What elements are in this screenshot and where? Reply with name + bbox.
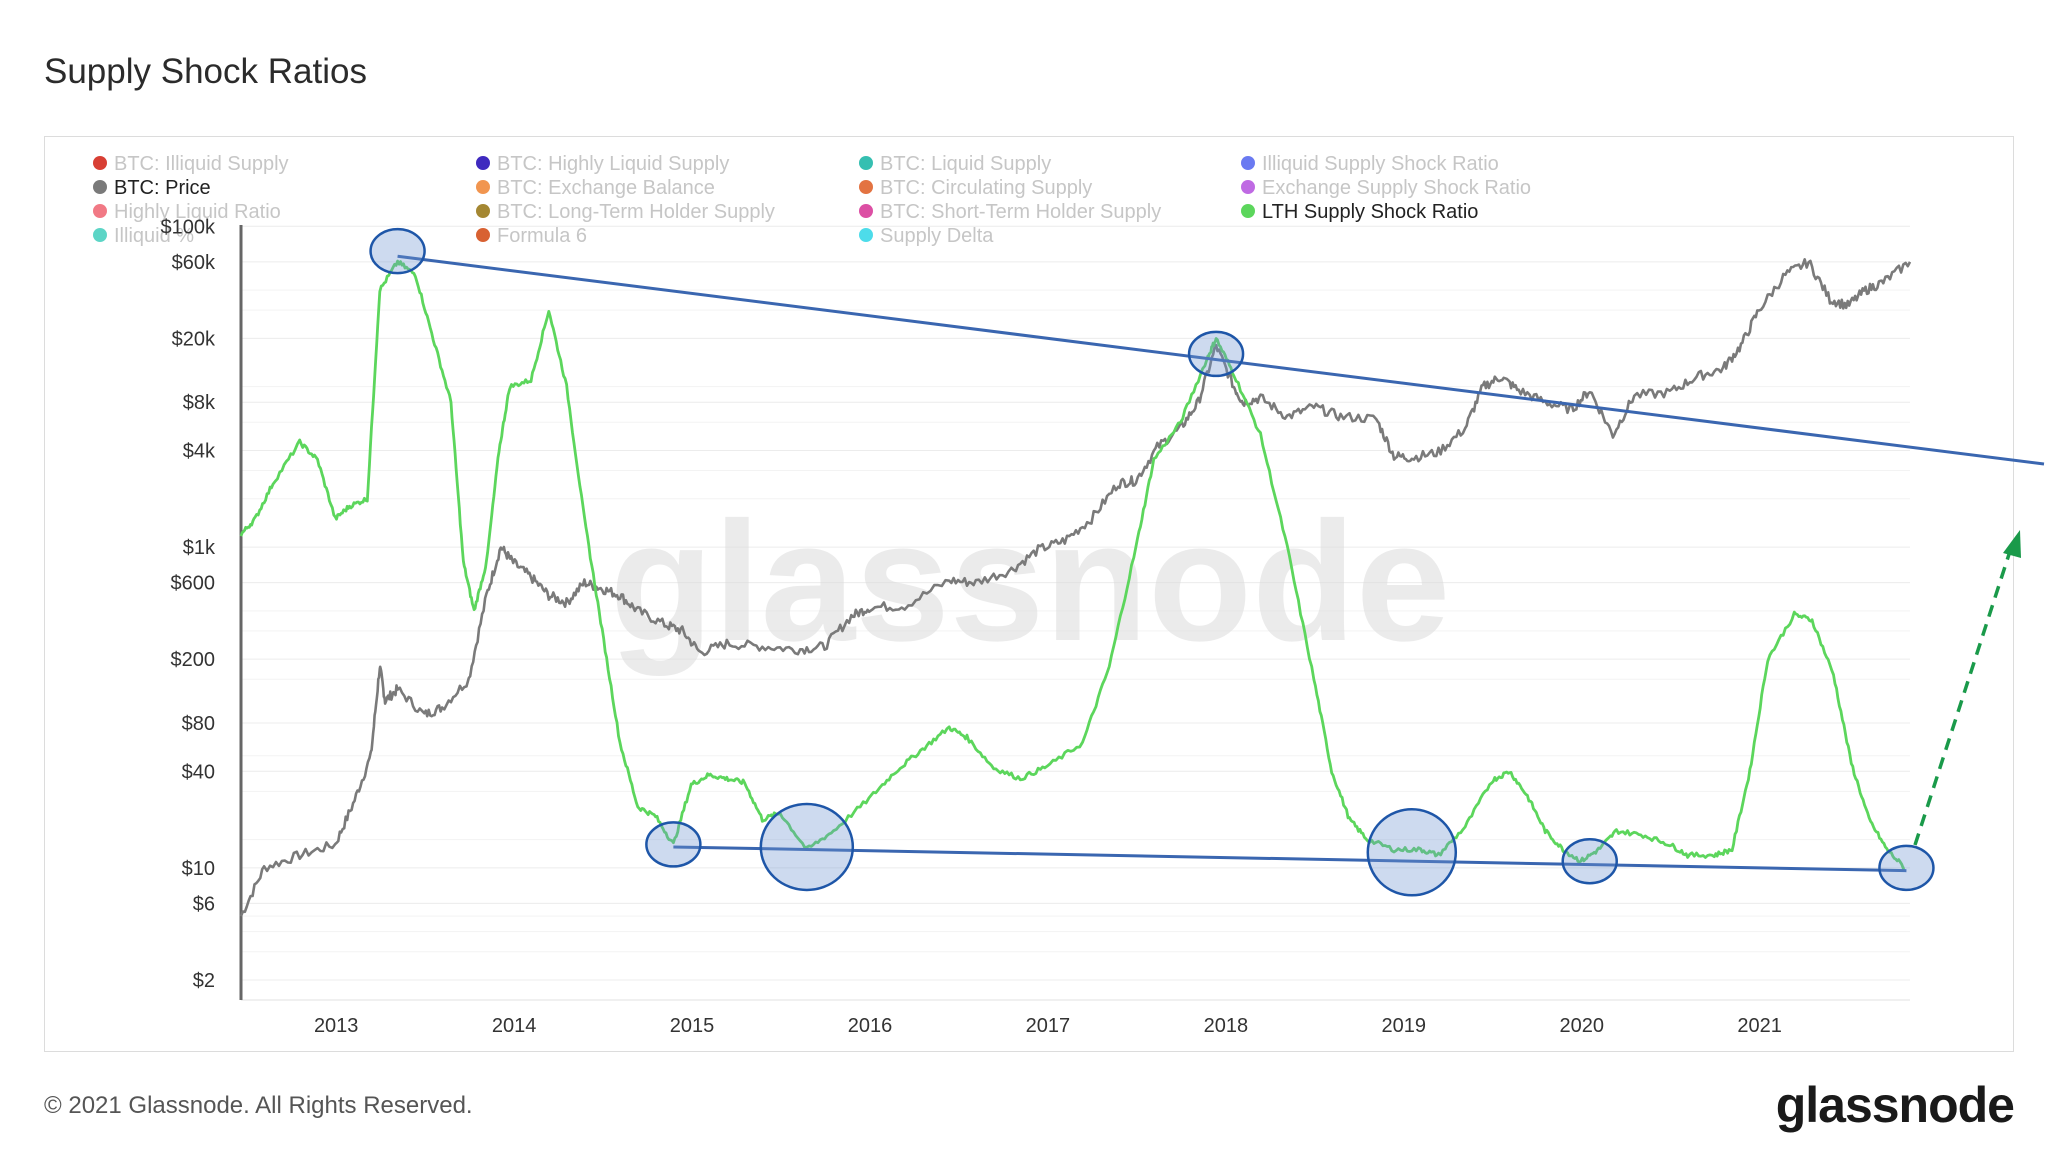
annotations bbox=[369, 227, 2045, 897]
legend-swatch bbox=[859, 156, 873, 170]
y-tick-label: $6 bbox=[193, 893, 215, 915]
legend-label: Exchange Supply Shock Ratio bbox=[1262, 177, 1531, 199]
legend-swatch bbox=[93, 228, 107, 242]
x-tick-label: 2018 bbox=[1204, 1015, 1249, 1037]
x-tick-label: 2020 bbox=[1559, 1015, 1604, 1037]
legend-label: BTC: Long-Term Holder Supply bbox=[497, 201, 775, 223]
legend-swatch bbox=[476, 180, 490, 194]
grid bbox=[241, 225, 1910, 981]
legend-label: LTH Supply Shock Ratio bbox=[1262, 201, 1478, 223]
legend-item[interactable]: BTC: Circulating Supply bbox=[859, 177, 1092, 199]
legend-swatch bbox=[93, 156, 107, 170]
legend-swatch bbox=[859, 180, 873, 194]
legend-label: BTC: Highly Liquid Supply bbox=[497, 153, 729, 175]
legend-swatch bbox=[476, 204, 490, 218]
legend-swatch bbox=[1241, 156, 1255, 170]
legend-item[interactable]: Exchange Supply Shock Ratio bbox=[1241, 177, 1531, 199]
highlight-circle bbox=[1878, 844, 1935, 892]
upper-trendline bbox=[397, 254, 2045, 466]
copyright-footer: © 2021 Glassnode. All Rights Reserved. bbox=[44, 1092, 473, 1119]
highlight-circle bbox=[759, 802, 855, 892]
highlight-circle bbox=[1187, 330, 1245, 378]
legend-item[interactable]: BTC: Price bbox=[93, 177, 211, 199]
chart-title: Supply Shock Ratios bbox=[44, 52, 367, 91]
y-axis-ticks: $100k $60k $20k $8k $4k $1k $600 $200 $80 $40 $10 $… bbox=[161, 216, 216, 992]
y-tick-label: $1k bbox=[183, 537, 216, 559]
legend-item[interactable]: BTC: Liquid Supply bbox=[859, 153, 1051, 175]
legend-item[interactable]: Highly Liquid Ratio bbox=[93, 201, 281, 223]
lower-trendline bbox=[673, 845, 1907, 873]
legend-item[interactable]: BTC: Illiquid Supply bbox=[93, 153, 289, 175]
legend-swatch bbox=[476, 156, 490, 170]
legend-label: Illiquid Supply Shock Ratio bbox=[1262, 153, 1499, 175]
legend-label: Highly Liquid Ratio bbox=[114, 201, 281, 223]
projection-arrow bbox=[1913, 544, 2014, 846]
legend: BTC: Illiquid Supply BTC: Highly Liquid S… bbox=[93, 153, 1531, 247]
x-tick-label: 2015 bbox=[670, 1015, 715, 1037]
legend-item[interactable]: BTC: Short-Term Holder Supply bbox=[859, 201, 1161, 223]
legend-label: BTC: Liquid Supply bbox=[880, 153, 1051, 175]
y-tick-label: $100k bbox=[161, 216, 216, 238]
y-tick-label: $20k bbox=[172, 328, 216, 350]
legend-swatch bbox=[93, 180, 107, 194]
legend-swatch bbox=[1241, 204, 1255, 218]
projection-arrowhead bbox=[2003, 530, 2021, 558]
legend-label: Illiquid % bbox=[114, 225, 194, 247]
y-tick-label: $600 bbox=[171, 573, 216, 595]
legend-item[interactable]: Illiquid % bbox=[93, 225, 194, 247]
legend-swatch bbox=[476, 228, 490, 242]
x-axis-ticks: 2013 2014 2015 2016 2017 2018 2019 2020 2021 bbox=[241, 999, 1910, 1037]
chart-frame bbox=[44, 136, 2014, 1052]
x-tick-label: 2017 bbox=[1026, 1015, 1071, 1037]
legend-label: BTC: Short-Term Holder Supply bbox=[880, 201, 1161, 223]
legend-swatch bbox=[1241, 180, 1255, 194]
legend-item[interactable]: BTC: Long-Term Holder Supply bbox=[476, 201, 775, 223]
legend-swatch bbox=[859, 228, 873, 242]
legend-item[interactable]: Formula 6 bbox=[476, 225, 587, 247]
highlight-circle bbox=[1561, 837, 1618, 885]
legend-item[interactable]: BTC: Exchange Balance bbox=[476, 177, 715, 199]
legend-swatch bbox=[93, 204, 107, 218]
legend-item[interactable]: LTH Supply Shock Ratio bbox=[1241, 201, 1478, 223]
legend-swatch bbox=[859, 204, 873, 218]
y-tick-label: $200 bbox=[171, 649, 216, 671]
x-tick-label: 2019 bbox=[1382, 1015, 1427, 1037]
legend-label: Formula 6 bbox=[497, 225, 587, 247]
legend-label: BTC: Exchange Balance bbox=[497, 177, 715, 199]
y-tick-label: $40 bbox=[182, 761, 215, 783]
legend-item[interactable]: BTC: Highly Liquid Supply bbox=[476, 153, 729, 175]
y-tick-label: $8k bbox=[183, 392, 216, 414]
legend-label: Supply Delta bbox=[880, 225, 994, 247]
legend-item[interactable]: Supply Delta bbox=[859, 225, 994, 247]
highlight-circle bbox=[1366, 808, 1458, 897]
legend-label: BTC: Circulating Supply bbox=[880, 177, 1092, 199]
x-tick-label: 2013 bbox=[314, 1015, 359, 1037]
brand-logo: glassnode bbox=[1775, 1077, 2015, 1133]
y-tick-label: $4k bbox=[183, 440, 216, 462]
legend-item[interactable]: Illiquid Supply Shock Ratio bbox=[1241, 153, 1499, 175]
x-tick-label: 2016 bbox=[848, 1015, 893, 1037]
highlight-circle bbox=[645, 821, 702, 868]
y-tick-label: $2 bbox=[193, 970, 215, 992]
y-tick-label: $80 bbox=[182, 713, 215, 735]
y-tick-label: $10 bbox=[182, 858, 215, 880]
highlight-circle bbox=[369, 227, 426, 275]
lth-supply-shock-ratio-line bbox=[239, 259, 1906, 870]
x-tick-label: 2014 bbox=[492, 1015, 537, 1037]
x-tick-label: 2021 bbox=[1737, 1015, 1782, 1037]
y-tick-label: $60k bbox=[172, 252, 216, 274]
watermark: glassnode bbox=[610, 487, 1451, 677]
legend-label: BTC: Illiquid Supply bbox=[114, 153, 289, 175]
legend-label: BTC: Price bbox=[114, 177, 211, 199]
